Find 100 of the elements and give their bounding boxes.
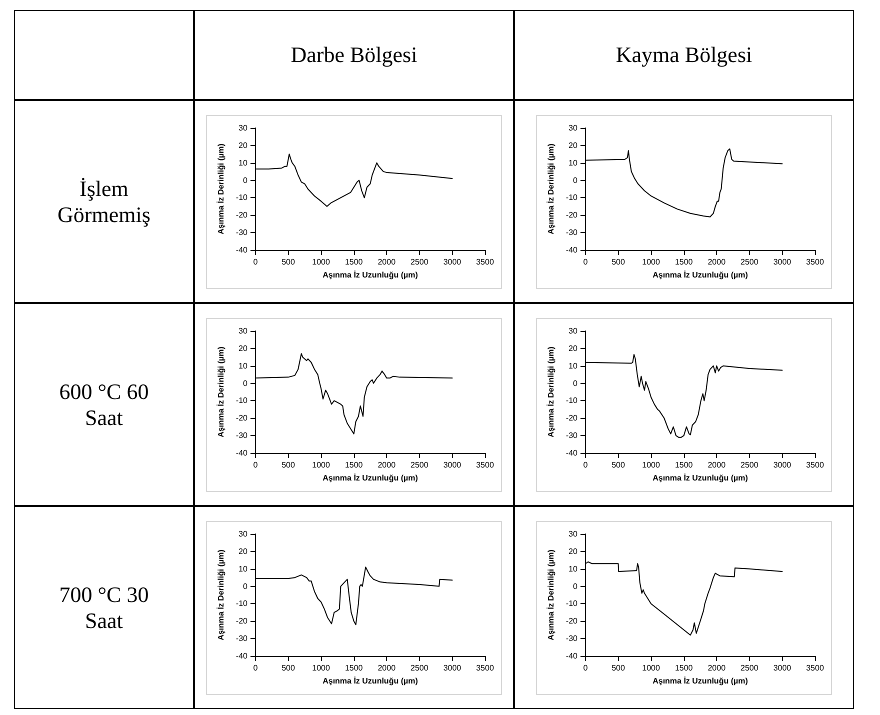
x-tick-label: 2000 (708, 257, 726, 266)
y-tick-label: -10 (566, 598, 578, 608)
y-tick-label: -20 (236, 413, 248, 422)
y-tick-label: 20 (568, 343, 578, 352)
x-tick-label: 0 (583, 257, 588, 266)
x-tick-label: 1000 (312, 663, 330, 672)
x-tick-label: 1500 (344, 460, 364, 469)
y-tick-label: -30 (236, 430, 248, 440)
x-tick-label: 500 (612, 663, 626, 672)
x-tick-label: 1000 (642, 257, 660, 266)
x-tick-label: 3500 (806, 663, 824, 672)
y-tick-label: 0 (573, 378, 578, 388)
x-tick-label: 1500 (344, 257, 364, 266)
y-tick-label: 0 (573, 175, 578, 184)
x-tick-label: 1000 (312, 460, 330, 469)
y-tick-label: -40 (566, 651, 578, 660)
x-tick-label: 3000 (773, 257, 792, 266)
x-tick-label: 500 (612, 460, 626, 469)
x-tick-label: 1500 (674, 460, 694, 469)
x-tick-label: 2500 (740, 663, 759, 672)
x-tick-label: 1000 (642, 663, 660, 672)
y-tick-label: 30 (238, 529, 248, 538)
y-tick-label: 10 (568, 360, 578, 370)
y-tick-label: -40 (566, 448, 578, 457)
x-tick-label: 3000 (443, 663, 462, 672)
y-tick-label: -30 (566, 228, 578, 237)
x-tick-label: 3500 (476, 257, 494, 266)
x-tick-label: 500 (282, 257, 296, 266)
y-tick-label: 0 (243, 175, 248, 184)
y-tick-label: -10 (566, 192, 578, 202)
x-tick-label: 2000 (708, 460, 726, 469)
y-tick-label: 20 (238, 343, 248, 352)
x-tick-label: 3000 (443, 257, 462, 266)
x-axis-title: Aşınma İz Uzunluğu (µm) (652, 270, 748, 279)
y-axis-title: Aşınma İz Derinliği (µm) (216, 346, 226, 437)
y-tick-label: -10 (236, 598, 248, 608)
y-tick-label: -40 (566, 245, 578, 254)
x-tick-label: 1500 (674, 257, 694, 266)
y-tick-label: 20 (238, 140, 248, 150)
y-tick-label: 30 (238, 123, 248, 132)
y-tick-label: -40 (236, 651, 248, 660)
y-tick-label: 0 (573, 581, 578, 590)
x-tick-label: 3500 (806, 460, 824, 469)
y-tick-label: 20 (238, 546, 248, 556)
x-tick-label: 2500 (410, 460, 429, 469)
y-tick-label: 10 (238, 564, 248, 573)
y-tick-label: 20 (568, 140, 578, 150)
x-tick-label: 2500 (740, 257, 759, 266)
y-tick-label: -20 (566, 210, 578, 220)
x-tick-label: 3500 (806, 257, 824, 266)
chart-title: Darbe Bölgesi (194, 10, 514, 100)
y-tick-label: 0 (243, 581, 248, 590)
y-tick-label: -10 (236, 192, 248, 202)
x-tick-label: 0 (253, 663, 258, 672)
y-tick-label: 30 (238, 326, 248, 335)
x-axis-title: Aşınma İz Uzunluğu (µm) (652, 676, 748, 685)
x-tick-label: 0 (583, 663, 588, 672)
chart-title: Kayma Bölgesi (514, 10, 854, 100)
x-tick-label: 2000 (708, 663, 726, 672)
x-tick-label: 3000 (773, 663, 792, 672)
y-tick-label: -20 (236, 210, 248, 220)
y-axis-title: Aşınma İz Derinliği (µm) (216, 548, 226, 640)
x-tick-label: 1500 (674, 663, 694, 672)
x-tick-label: 3500 (476, 460, 494, 469)
x-tick-label: 2000 (378, 460, 396, 469)
y-axis-title: Aşınma İz Derinliği (µm) (546, 346, 556, 437)
y-tick-label: 10 (238, 158, 248, 167)
y-tick-label: 30 (568, 326, 578, 335)
y-axis-title: Aşınma İz Derinliği (µm) (546, 142, 556, 234)
x-tick-label: 0 (253, 460, 258, 469)
y-tick-label: -30 (566, 634, 578, 643)
x-axis-title: Aşınma İz Uzunluğu (µm) (322, 270, 418, 279)
y-tick-label: -10 (566, 396, 578, 405)
x-tick-label: 1000 (312, 257, 330, 266)
x-tick-label: 2500 (410, 663, 429, 672)
x-tick-label: 2500 (740, 460, 759, 469)
y-tick-label: 10 (568, 158, 578, 167)
y-axis-title: Aşınma İz Derinliği (µm) (546, 548, 556, 640)
y-tick-label: 10 (238, 360, 248, 370)
y-tick-label: -20 (566, 616, 578, 626)
x-axis-title: Aşınma İz Uzunluğu (µm) (322, 472, 418, 482)
y-tick-label: 20 (568, 546, 578, 556)
y-tick-label: 0 (243, 378, 248, 388)
x-tick-label: 3000 (773, 460, 792, 469)
y-tick-label: -20 (236, 616, 248, 626)
x-tick-label: 500 (282, 663, 296, 672)
text: İşlem Görmemiş (14, 100, 194, 303)
x-tick-label: 1000 (642, 460, 660, 469)
x-tick-label: 2500 (410, 257, 429, 266)
x-tick-label: 0 (583, 460, 588, 469)
x-axis-title: Aşınma İz Uzunluğu (µm) (652, 472, 748, 482)
x-tick-label: 500 (282, 460, 296, 469)
x-tick-label: 1500 (344, 663, 364, 672)
x-tick-label: 2000 (378, 257, 396, 266)
y-tick-label: -30 (236, 228, 248, 237)
text: 700 °C 30 Saat (14, 506, 194, 709)
y-tick-label: 30 (568, 123, 578, 132)
text: 600 °C 60 Saat (14, 303, 194, 506)
y-tick-label: -40 (236, 245, 248, 254)
x-tick-label: 3000 (443, 460, 462, 469)
